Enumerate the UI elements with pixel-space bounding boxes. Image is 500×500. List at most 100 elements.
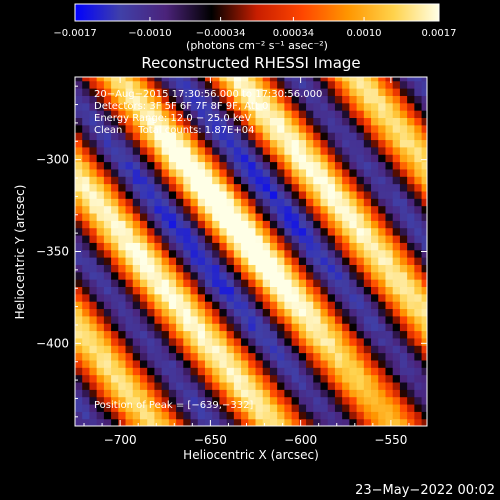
heatmap-cell bbox=[392, 154, 401, 163]
heatmap-cell bbox=[204, 183, 213, 192]
heatmap-cell bbox=[125, 411, 134, 420]
heatmap-cell bbox=[306, 293, 314, 302]
heatmap-cell bbox=[255, 95, 264, 104]
heatmap-cell bbox=[132, 168, 141, 177]
heatmap-cell bbox=[363, 110, 372, 119]
heatmap-cell bbox=[349, 308, 358, 317]
heatmap-cell bbox=[255, 80, 264, 89]
heatmap-cell bbox=[378, 110, 387, 119]
heatmap-cell bbox=[407, 95, 415, 104]
heatmap-cell bbox=[176, 124, 184, 133]
heatmap-cell bbox=[111, 308, 119, 317]
heatmap-cell bbox=[132, 220, 141, 229]
heatmap-cell bbox=[96, 220, 105, 229]
heatmap-cell bbox=[89, 212, 98, 221]
heatmap-cell bbox=[103, 110, 112, 119]
heatmap-cell bbox=[183, 257, 192, 265]
heatmap-cell bbox=[226, 227, 235, 236]
heatmap-cell bbox=[248, 124, 257, 133]
heatmap-cell bbox=[139, 77, 148, 82]
heatmap-cell bbox=[262, 389, 271, 398]
heatmap-cell bbox=[407, 212, 415, 221]
heatmap-cell bbox=[233, 286, 242, 295]
heatmap-cell bbox=[154, 95, 163, 104]
heatmap-cell bbox=[421, 352, 427, 361]
heatmap-cell bbox=[334, 389, 343, 398]
heatmap-cell bbox=[320, 264, 329, 273]
heatmap-cell bbox=[89, 95, 98, 104]
heatmap-cell bbox=[168, 367, 177, 376]
heatmap-cell bbox=[255, 154, 264, 163]
heatmap-cell bbox=[139, 234, 148, 243]
heatmap-cell bbox=[75, 168, 83, 177]
heatmap-cell bbox=[291, 168, 300, 177]
heatmap-cell bbox=[269, 271, 278, 280]
heatmap-cell bbox=[320, 374, 329, 383]
heatmap-cell bbox=[334, 279, 343, 287]
heatmap-cell bbox=[176, 102, 184, 111]
heatmap-cell bbox=[226, 389, 235, 398]
heatmap-cell bbox=[284, 389, 293, 398]
heatmap-cell bbox=[96, 88, 105, 96]
heatmap-cell bbox=[89, 154, 98, 163]
heatmap-cell bbox=[111, 220, 119, 229]
heatmap-cell bbox=[284, 168, 293, 177]
heatmap-cell bbox=[233, 381, 242, 390]
heatmap-cell bbox=[176, 411, 184, 420]
footer-date: 23−May−2022 00:02 bbox=[355, 483, 495, 498]
heatmap-cell bbox=[327, 198, 336, 207]
heatmap-cell bbox=[248, 286, 257, 295]
heatmap-cell bbox=[313, 183, 322, 192]
heatmap-cell bbox=[139, 345, 148, 354]
heatmap-cell bbox=[226, 95, 235, 104]
heatmap-cell bbox=[378, 286, 387, 295]
heatmap-cell bbox=[212, 168, 221, 177]
heatmap-cell bbox=[176, 146, 184, 155]
heatmap-cell bbox=[111, 80, 119, 89]
heatmap-cell bbox=[248, 154, 257, 163]
heatmap-cell bbox=[103, 315, 112, 324]
heatmap-cell bbox=[248, 242, 257, 251]
heatmap-cell bbox=[313, 88, 322, 96]
heatmap-cell bbox=[190, 337, 199, 346]
heatmap-cell bbox=[176, 374, 184, 383]
heatmap-cell bbox=[176, 271, 184, 280]
heatmap-cell bbox=[363, 154, 372, 163]
heatmap-cell bbox=[269, 249, 278, 258]
heatmap-cell bbox=[204, 367, 213, 376]
heatmap-cell bbox=[306, 139, 314, 148]
heatmap-cell bbox=[327, 110, 336, 119]
heatmap-cell bbox=[212, 411, 221, 420]
heatmap-cell bbox=[392, 110, 401, 119]
heatmap-cell bbox=[313, 345, 322, 354]
heatmap-cell bbox=[241, 154, 249, 163]
heatmap-cell bbox=[190, 198, 199, 207]
heatmap-cell bbox=[147, 352, 156, 361]
heatmap-cell bbox=[269, 198, 278, 207]
heatmap-cell bbox=[248, 102, 257, 111]
heatmap-cell bbox=[111, 154, 119, 163]
heatmap-cell bbox=[407, 183, 415, 192]
heatmap-cell bbox=[147, 249, 156, 258]
heatmap-cell bbox=[248, 198, 257, 207]
heatmap-cell bbox=[132, 411, 141, 420]
heatmap-cell bbox=[226, 234, 235, 243]
heatmap-cell bbox=[197, 168, 206, 177]
heatmap-cell bbox=[313, 146, 322, 155]
heatmap-cell bbox=[161, 359, 170, 368]
heatmap-cell bbox=[320, 132, 329, 141]
heatmap-cell bbox=[421, 205, 427, 214]
heatmap-cell bbox=[154, 198, 163, 207]
heatmap-cell bbox=[262, 190, 271, 199]
heatmap-cell bbox=[313, 374, 322, 383]
heatmap-cell bbox=[190, 242, 199, 251]
heatmap-cell bbox=[298, 242, 307, 251]
heatmap-cell bbox=[132, 293, 141, 302]
heatmap-cell bbox=[385, 102, 394, 111]
heatmap-cell bbox=[219, 212, 228, 221]
heatmap-cell bbox=[197, 337, 206, 346]
heatmap-cell bbox=[111, 95, 119, 104]
heatmap-cell bbox=[356, 367, 365, 376]
heatmap-cell bbox=[342, 315, 350, 324]
heatmap-cell bbox=[212, 183, 221, 192]
